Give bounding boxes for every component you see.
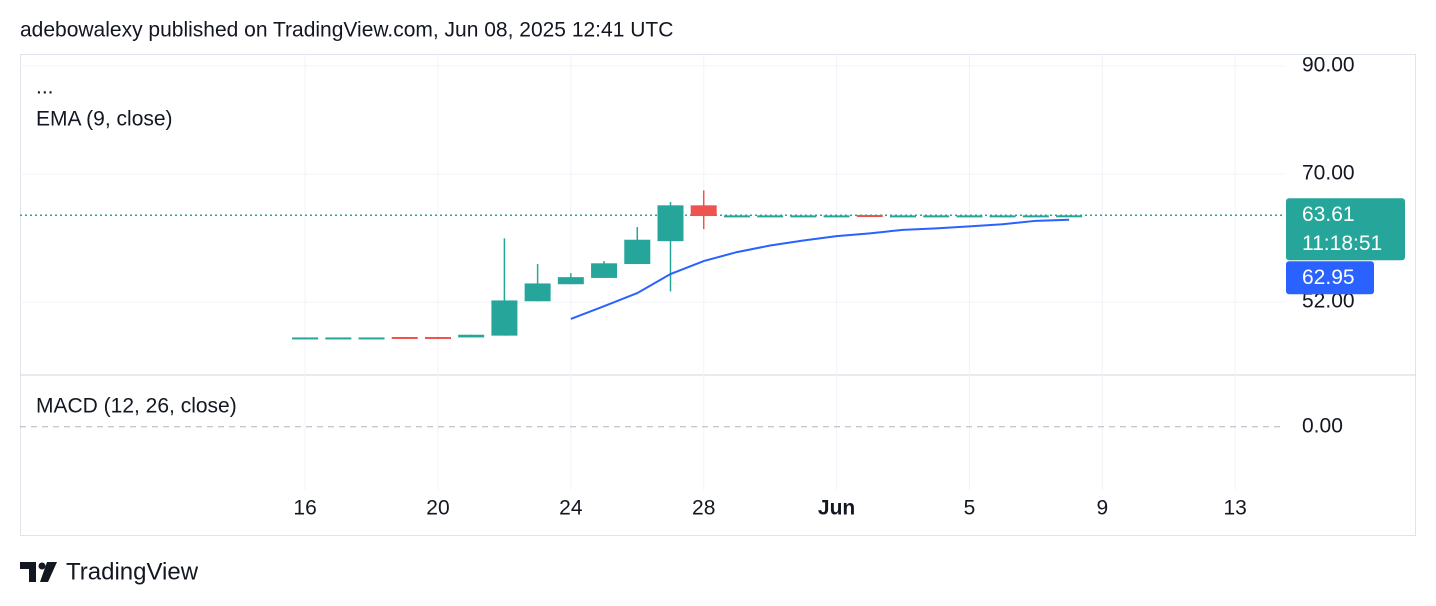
candle-body: [923, 215, 950, 218]
grid: [20, 55, 1285, 490]
candle-body: [292, 337, 319, 340]
x-tick-label: 5: [964, 497, 976, 520]
candle-body: [890, 215, 917, 218]
candle-body: [856, 215, 883, 218]
macd-legend: MACD (12, 26, close): [36, 395, 237, 418]
ema-line: [570, 218, 1070, 320]
candle-body: [458, 334, 485, 338]
candle-body: [1022, 215, 1049, 218]
logo: [20, 562, 57, 582]
candle-body: [723, 215, 750, 218]
candle-body: [790, 215, 817, 218]
legend-more: ...: [36, 76, 54, 99]
ema-price-box: [1286, 261, 1374, 295]
x-tick-label: 9: [1096, 497, 1108, 520]
candle-body: [989, 215, 1016, 218]
y-tick-label: 90.00: [1302, 53, 1355, 76]
candle-body: [624, 239, 651, 265]
last-price-box: [1286, 198, 1405, 261]
y-tick-label: 70.00: [1302, 162, 1355, 185]
candle-body: [591, 263, 618, 278]
x-tick-label: Jun: [818, 497, 855, 520]
candle-body: [424, 336, 451, 339]
candle-body: [358, 337, 385, 340]
candle-body: [391, 336, 418, 339]
x-tick-label: 20: [426, 497, 449, 520]
chart-frame: [20, 54, 1416, 536]
ema-price-label: 62.95: [1302, 266, 1355, 289]
candle-body: [557, 277, 584, 285]
candle-body: [491, 300, 518, 336]
x-tick-label: 24: [559, 497, 583, 520]
candle-body: [524, 283, 551, 302]
y-tick-label: 52.00: [1302, 290, 1355, 313]
countdown-label: 11:18:51: [1302, 232, 1382, 255]
candle-body: [325, 337, 352, 340]
candle-body: [956, 215, 983, 218]
footer-brand: TradingView: [66, 558, 199, 585]
candle-body: [657, 205, 684, 242]
candle-body: [1056, 215, 1083, 218]
candle-body: [757, 215, 784, 218]
ema-legend: EMA (9, close): [36, 108, 173, 131]
candle-body: [823, 215, 850, 218]
last-price-label: 63.61: [1302, 203, 1355, 226]
x-tick-label: 13: [1223, 497, 1246, 520]
header-title: adebowalexy published on TradingView.com…: [20, 19, 673, 42]
macd-tick-label: 0.00: [1302, 414, 1343, 437]
x-tick-label: 16: [293, 497, 316, 520]
candle-body: [690, 205, 717, 217]
x-tick-label: 28: [692, 497, 715, 520]
